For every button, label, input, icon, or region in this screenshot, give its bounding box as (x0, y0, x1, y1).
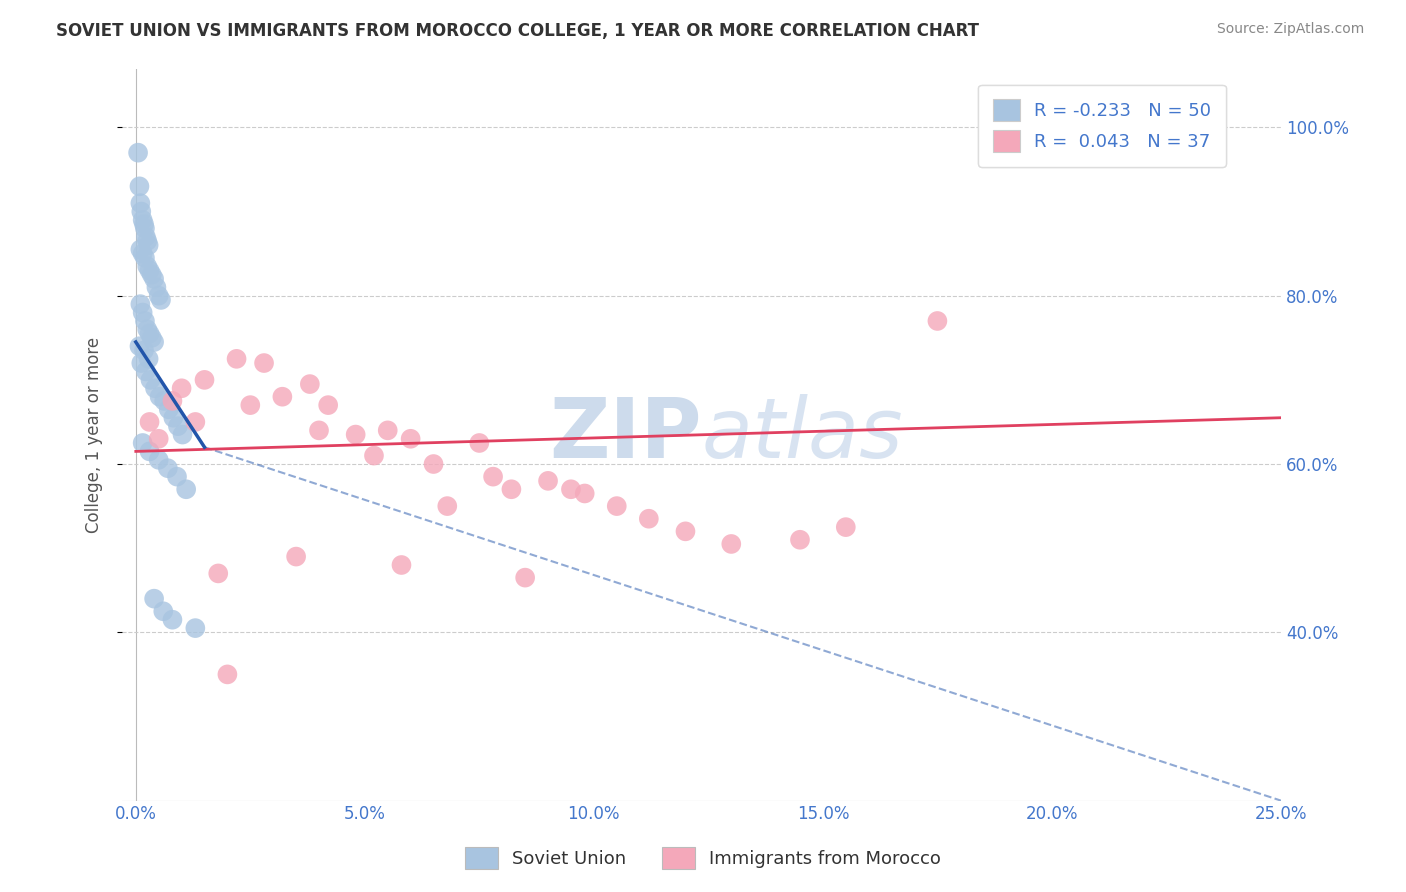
Point (129, 196, 152, 211)
Point (138, 238, 160, 252)
Point (134, 221, 156, 235)
Legend: Soviet Union, Immigrants from Morocco: Soviet Union, Immigrants from Morocco (458, 839, 948, 876)
Point (170, 381, 193, 395)
Point (174, 483, 197, 497)
Point (136, 234, 159, 248)
Y-axis label: College, 1 year or more: College, 1 year or more (86, 336, 103, 533)
Point (143, 334, 166, 349)
Text: atlas: atlas (702, 394, 903, 475)
Point (145, 280, 167, 294)
Point (162, 613, 184, 627)
Point (148, 432, 170, 446)
Point (515, 571, 537, 585)
Point (377, 423, 399, 437)
Point (239, 398, 262, 412)
Point (129, 243, 152, 257)
Point (138, 415, 160, 429)
Point (298, 377, 321, 392)
Point (139, 373, 162, 387)
Point (157, 402, 180, 417)
Point (129, 297, 152, 311)
Point (835, 520, 858, 534)
Point (153, 393, 176, 408)
Point (225, 351, 247, 366)
Point (138, 351, 160, 366)
Point (316, 398, 339, 412)
Point (131, 246, 153, 260)
Point (285, 549, 308, 564)
Point (391, 558, 413, 572)
Point (129, 356, 152, 370)
Point (637, 512, 659, 526)
Point (537, 474, 560, 488)
Point (217, 667, 239, 681)
Point (136, 260, 159, 274)
Point (308, 423, 330, 437)
Point (131, 436, 153, 450)
Point (135, 364, 157, 378)
Point (131, 213, 153, 227)
Point (574, 486, 596, 500)
Point (141, 268, 163, 282)
Point (156, 461, 179, 475)
Point (134, 251, 156, 265)
Point (560, 483, 582, 497)
Point (193, 373, 215, 387)
Point (138, 326, 160, 341)
Point (143, 272, 166, 286)
Point (127, 145, 149, 160)
Point (436, 499, 458, 513)
Point (184, 621, 207, 635)
Point (789, 533, 811, 547)
Point (482, 469, 505, 483)
Point (152, 604, 174, 618)
Point (148, 452, 170, 467)
Point (128, 179, 150, 194)
Point (927, 314, 949, 328)
Point (399, 432, 422, 446)
Point (271, 390, 294, 404)
Point (129, 204, 152, 219)
Point (720, 537, 742, 551)
Point (134, 314, 156, 328)
Point (162, 393, 184, 408)
Point (207, 566, 229, 581)
Point (172, 427, 194, 442)
Point (128, 339, 150, 353)
Text: SOVIET UNION VS IMMIGRANTS FROM MOROCCO COLLEGE, 1 YEAR OR MORE CORRELATION CHAR: SOVIET UNION VS IMMIGRANTS FROM MOROCCO … (56, 22, 979, 40)
Point (131, 305, 153, 319)
Point (149, 293, 172, 307)
Point (344, 427, 367, 442)
Point (143, 591, 166, 606)
Point (132, 217, 155, 231)
Point (138, 444, 160, 458)
Point (141, 331, 163, 345)
Point (167, 419, 190, 434)
Point (162, 410, 184, 425)
Point (363, 449, 385, 463)
Point (166, 469, 188, 483)
Point (132, 343, 155, 358)
Point (468, 436, 491, 450)
Point (136, 322, 159, 336)
Point (135, 229, 157, 244)
Point (143, 381, 166, 395)
Point (675, 524, 697, 539)
Point (253, 356, 276, 370)
Legend: R = -0.233   N = 50, R =  0.043   N = 37: R = -0.233 N = 50, R = 0.043 N = 37 (979, 85, 1226, 167)
Text: ZIP: ZIP (548, 394, 702, 475)
Point (422, 457, 444, 471)
Text: Source: ZipAtlas.com: Source: ZipAtlas.com (1216, 22, 1364, 37)
Point (184, 415, 207, 429)
Point (606, 499, 628, 513)
Point (138, 263, 160, 277)
Point (501, 483, 523, 497)
Point (148, 289, 170, 303)
Point (149, 390, 172, 404)
